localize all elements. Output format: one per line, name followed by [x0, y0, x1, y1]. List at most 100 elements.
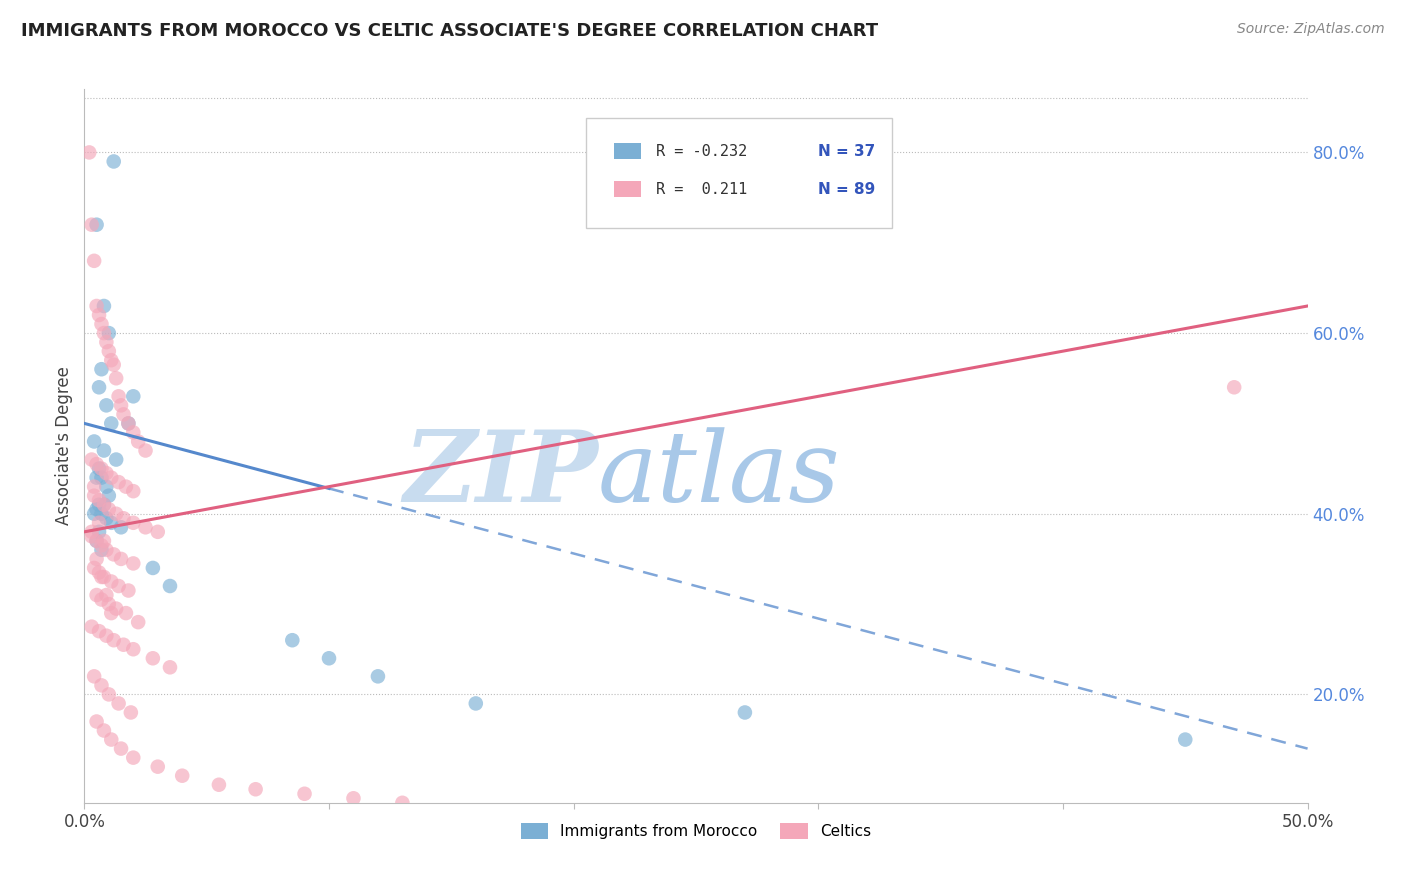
Point — [100, 574, 122, 589]
Point — [96, 466, 118, 480]
Point — [367, 669, 389, 683]
Point — [87, 624, 110, 639]
Point — [80, 452, 103, 467]
Point — [103, 548, 125, 562]
Text: R = -0.232: R = -0.232 — [655, 144, 747, 159]
Point — [83, 669, 105, 683]
Point — [93, 299, 115, 313]
Point — [96, 335, 118, 350]
Point — [86, 502, 108, 516]
Point — [83, 489, 105, 503]
Point — [90, 362, 112, 376]
Point — [105, 507, 128, 521]
Point — [93, 723, 115, 738]
Point — [87, 380, 110, 394]
Point — [105, 371, 128, 385]
Point — [100, 516, 122, 530]
Point — [294, 787, 316, 801]
Point — [103, 358, 125, 372]
Point — [159, 579, 181, 593]
Point — [112, 638, 135, 652]
Point — [100, 470, 122, 484]
Text: R =  0.211: R = 0.211 — [655, 182, 747, 196]
Point — [86, 552, 108, 566]
Point — [87, 516, 110, 530]
Point — [90, 470, 112, 484]
Point — [93, 570, 115, 584]
FancyBboxPatch shape — [614, 181, 641, 197]
Point — [172, 769, 194, 783]
Point — [87, 493, 110, 508]
Point — [80, 524, 103, 539]
Point — [122, 642, 145, 657]
Point — [120, 706, 142, 720]
Point — [83, 561, 105, 575]
Point — [127, 434, 149, 449]
Point — [87, 308, 110, 322]
Point — [100, 606, 122, 620]
Point — [97, 489, 120, 503]
Point — [90, 678, 112, 692]
Point — [90, 507, 112, 521]
Point — [122, 484, 145, 499]
Point — [96, 398, 118, 412]
Point — [90, 592, 112, 607]
Point — [100, 732, 122, 747]
Point — [245, 782, 267, 797]
Point — [115, 606, 138, 620]
Point — [90, 461, 112, 475]
Point — [87, 566, 110, 580]
Point — [110, 552, 132, 566]
Text: N = 37: N = 37 — [818, 144, 876, 159]
Point — [86, 533, 108, 548]
Point — [96, 588, 118, 602]
Point — [100, 353, 122, 368]
Point — [86, 588, 108, 602]
Point — [318, 651, 340, 665]
Point — [1223, 380, 1246, 394]
Point — [122, 557, 145, 571]
Point — [146, 759, 169, 773]
Point — [281, 633, 304, 648]
Point — [86, 714, 108, 729]
Point — [97, 597, 120, 611]
Point — [93, 533, 115, 548]
Point — [103, 154, 125, 169]
Point — [112, 408, 135, 422]
Point — [86, 299, 108, 313]
Point — [87, 461, 110, 475]
Point — [117, 417, 139, 431]
Point — [100, 417, 122, 431]
Point — [90, 570, 112, 584]
Point — [127, 615, 149, 629]
Text: N = 89: N = 89 — [818, 182, 876, 196]
Point — [90, 317, 112, 331]
Point — [80, 218, 103, 232]
Point — [105, 452, 128, 467]
Point — [391, 796, 413, 810]
Point — [83, 253, 105, 268]
Point — [87, 524, 110, 539]
Point — [122, 425, 145, 440]
Point — [464, 697, 486, 711]
Point — [122, 750, 145, 764]
Text: atlas: atlas — [598, 427, 841, 522]
Point — [93, 443, 115, 458]
Point — [86, 457, 108, 471]
Point — [96, 480, 118, 494]
Point — [80, 529, 103, 543]
Point — [117, 583, 139, 598]
Point — [342, 791, 364, 805]
Point — [107, 579, 129, 593]
Point — [96, 511, 118, 525]
Point — [86, 470, 108, 484]
Point — [93, 498, 115, 512]
Y-axis label: Associate's Degree: Associate's Degree — [55, 367, 73, 525]
Point — [122, 516, 145, 530]
Point — [80, 620, 103, 634]
Point — [87, 498, 110, 512]
Point — [90, 538, 112, 552]
Point — [83, 480, 105, 494]
Point — [115, 480, 138, 494]
Point — [107, 697, 129, 711]
